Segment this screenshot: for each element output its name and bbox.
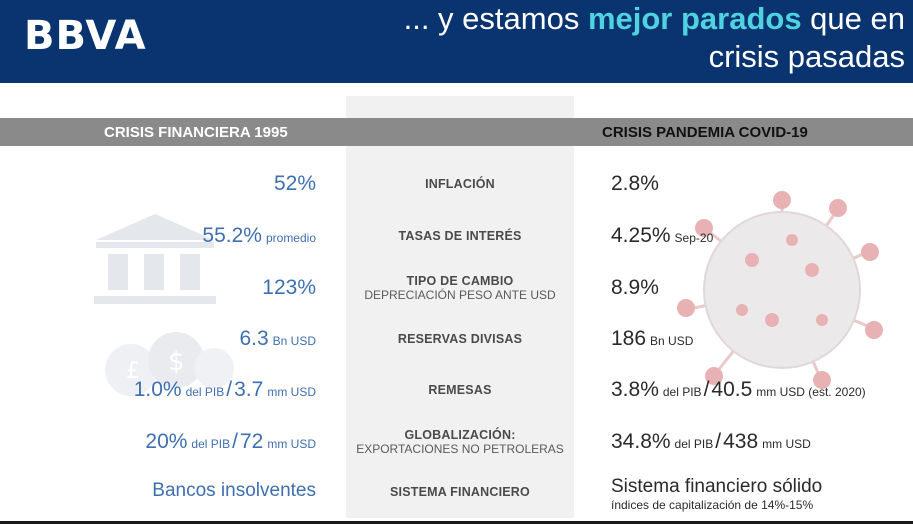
header-banner: BBVA ... y estamos mejor parados que en … — [0, 0, 913, 83]
headline-line-2: crisis pasadas — [708, 39, 905, 74]
indicator-title: SISTEMA FINANCIERO — [390, 485, 530, 499]
indicator-label: RESERVAS DIVISAS — [346, 319, 574, 359]
indicator-title: GLOBALIZACIÓN: — [404, 428, 516, 442]
svg-text:$: $ — [168, 347, 185, 377]
headline: ... y estamos mejor parados que en crisi… — [285, 0, 905, 76]
right-value-a-unit: del PIB — [674, 437, 714, 451]
right-value-main: Sistema financiero sólido — [611, 476, 823, 497]
headline-pre: ... y estamos — [403, 1, 588, 36]
right-value-a-unit: del PIB — [662, 385, 702, 399]
right-value: 186 Bn USD — [611, 319, 693, 359]
right-column-title: CRISIS PANDEMIA COVID-19 — [602, 124, 808, 141]
left-value: 52% — [274, 164, 316, 204]
left-value-suffix: Bn USD — [272, 334, 316, 348]
left-value-main: 6.3 — [239, 327, 269, 350]
right-value-a: 3.8% — [611, 378, 659, 401]
left-value-b-unit: mm USD — [267, 437, 316, 451]
indicator-label: REMESAS — [346, 370, 574, 410]
indicator-subtitle: EXPORTACIONES NO PETROLERAS — [356, 442, 564, 456]
row-tipo-de-cambio: 123% TIPO DE CAMBIO DEPRECIACIÓN PESO ANT… — [0, 268, 913, 308]
indicator-column-bg — [346, 96, 574, 518]
left-value-a: 20% — [145, 430, 188, 453]
headline-line-1: ... y estamos mejor parados que en — [285, 0, 905, 38]
row-tasas-de-interes: 55.2% promedio TASAS DE INTERÉS 4.25% Sep-… — [0, 216, 913, 256]
right-value: 8.9% — [611, 268, 659, 308]
right-value-sub: índices de capitalización de 14%-15% — [611, 498, 814, 512]
indicator-title: REMESAS — [428, 383, 492, 397]
left-value-b-unit: mm USD — [267, 385, 316, 399]
row-reservas-divisas: 6.3 Bn USD RESERVAS DIVISAS 186 Bn USD — [0, 319, 913, 359]
indicator-label: TASAS DE INTERÉS — [346, 216, 574, 256]
left-value: 123% — [262, 268, 316, 308]
row-inflacion: 52% INFLACIÓN 2.8% — [0, 164, 913, 204]
right-value-separator: / — [703, 378, 710, 401]
bank-icon — [94, 214, 216, 304]
row-sistema-financiero: Bancos insolventes SISTEMA FINANCIERO Si… — [0, 472, 913, 512]
right-value: 3.8% del PIB/40.5 mm USD (est. 2020) — [611, 370, 866, 410]
indicator-label: GLOBALIZACIÓN: EXPORTACIONES NO PETROLERA… — [346, 422, 574, 462]
left-value-main: 123% — [262, 276, 316, 299]
left-value-a-unit: del PIB — [191, 437, 231, 451]
left-value-main: 55.2% — [202, 224, 262, 247]
left-value: 20% del PIB/72 mm USD — [145, 422, 316, 462]
left-column-title: CRISIS FINANCIERA 1995 — [104, 124, 288, 141]
left-value-separator: / — [226, 378, 233, 401]
indicator-title: RESERVAS DIVISAS — [397, 332, 523, 346]
right-value-b: 438 — [723, 430, 759, 453]
row-remesas: 1.0% del PIB/3.7 mm USD REMESAS 3.8% del PI… — [0, 370, 913, 410]
right-value: 2.8% — [611, 164, 659, 204]
indicator-title: INFLACIÓN — [425, 177, 495, 191]
virus-icon — [677, 191, 883, 389]
right-value: 34.8% del PIB/438 mm USD — [611, 422, 811, 462]
right-value-main: 2.8% — [611, 172, 659, 195]
headline-post: que en — [801, 1, 905, 36]
left-value-main: 52% — [273, 172, 316, 195]
right-value-b-unit: mm USD — [762, 437, 811, 451]
left-value-b: 72 — [239, 430, 264, 453]
indicator-label: SISTEMA FINANCIERO — [346, 472, 574, 512]
right-value: Sistema financiero sólido — [611, 472, 822, 512]
indicator-label: TIPO DE CAMBIO DEPRECIACIÓN PESO ANTE USD — [346, 268, 574, 308]
indicator-subtitle: DEPRECIACIÓN PESO ANTE USD — [364, 288, 556, 302]
coins-icon: £ $ — [105, 332, 234, 396]
left-value-separator: / — [232, 430, 238, 453]
bottom-rule — [0, 521, 913, 524]
left-value: 55.2% promedio — [202, 216, 316, 256]
left-value: Bancos insolventes — [152, 472, 316, 512]
right-value-b-unit: mm USD (est. 2020) — [756, 385, 866, 399]
indicator-title: TASAS DE INTERÉS — [398, 229, 522, 243]
right-value-b: 40.5 — [711, 378, 753, 401]
right-value-main: 186 — [611, 327, 647, 350]
right-value-main: 8.9% — [611, 276, 659, 299]
right-value-suffix: Bn USD — [650, 334, 694, 348]
left-value: 1.0% del PIB/3.7 mm USD — [134, 370, 316, 410]
bbva-logo: BBVA — [24, 13, 147, 59]
svg-text:£: £ — [126, 359, 140, 384]
row-globalizacion: 20% del PIB/72 mm USD GLOBALIZACIÓN: EXPORT… — [0, 422, 913, 462]
right-value: 4.25% Sep-20 — [611, 216, 713, 256]
right-value-separator: / — [715, 430, 722, 453]
left-value-main: Bancos insolventes — [152, 480, 316, 501]
headline-highlight: mejor parados — [587, 1, 802, 36]
right-value-main: 4.25% — [611, 224, 671, 247]
indicator-label: INFLACIÓN — [346, 164, 574, 204]
right-value-suffix: Sep-20 — [674, 231, 714, 245]
left-value-a-unit: del PIB — [185, 385, 225, 399]
left-value-b: 3.7 — [234, 378, 264, 401]
indicator-title: TIPO DE CAMBIO — [406, 274, 514, 288]
right-value-a: 34.8% — [611, 430, 671, 453]
left-value-a: 1.0% — [133, 378, 182, 401]
left-value-suffix: promedio — [265, 231, 316, 245]
column-header-bar — [0, 118, 913, 146]
left-value: 6.3 Bn USD — [239, 319, 316, 359]
